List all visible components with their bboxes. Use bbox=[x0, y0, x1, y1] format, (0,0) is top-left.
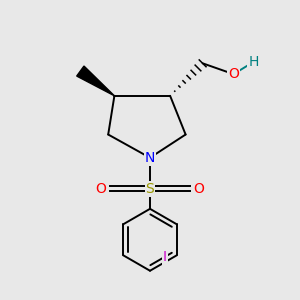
Text: S: S bbox=[146, 182, 154, 196]
Polygon shape bbox=[77, 66, 114, 96]
Text: O: O bbox=[228, 67, 239, 81]
Text: N: N bbox=[145, 151, 155, 165]
Text: H: H bbox=[248, 55, 259, 69]
Text: O: O bbox=[96, 182, 106, 196]
Text: I: I bbox=[163, 250, 167, 264]
Text: O: O bbox=[194, 182, 204, 196]
